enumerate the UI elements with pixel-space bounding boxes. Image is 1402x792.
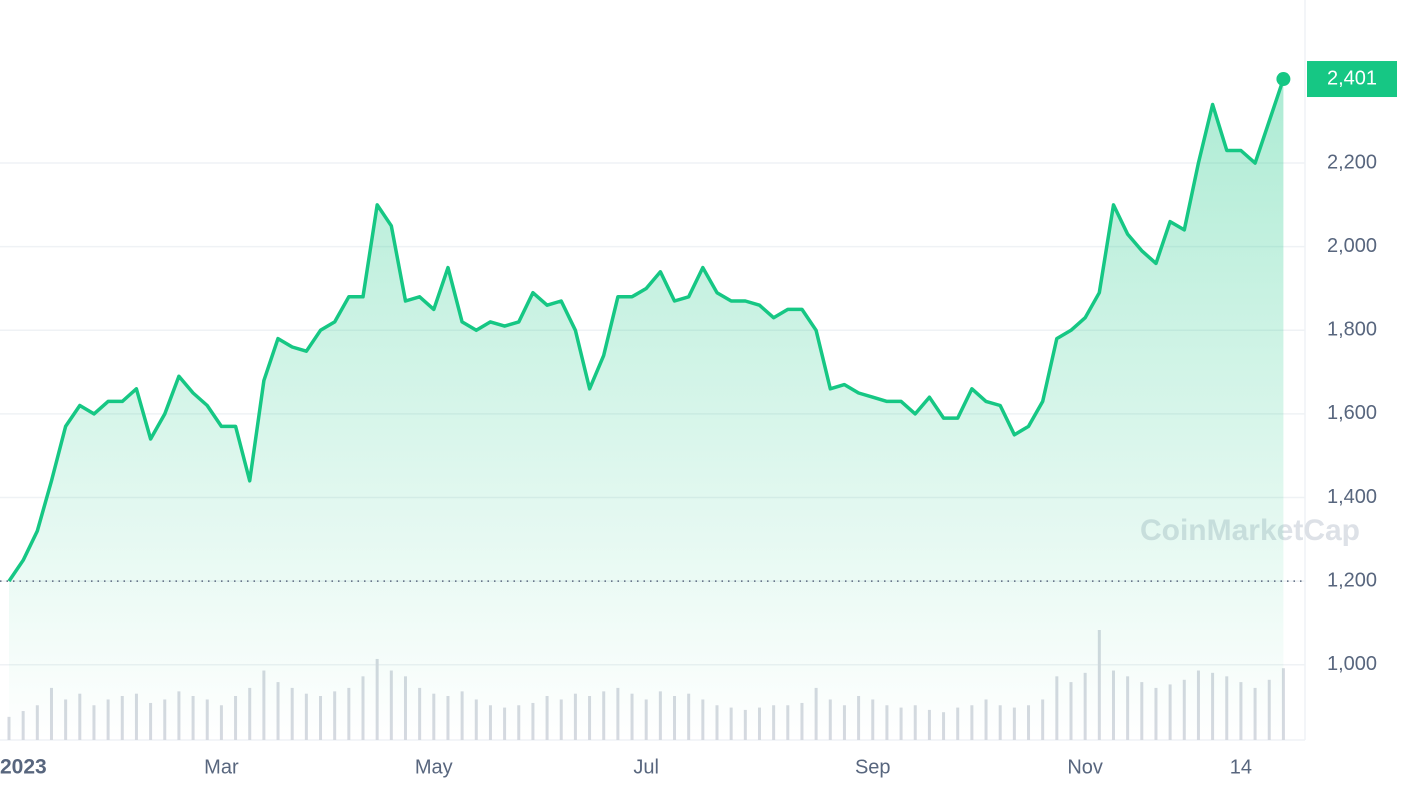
area (9, 79, 1284, 740)
x-tick-label: May (415, 756, 453, 778)
y-tick-label: 1,600 (1327, 402, 1377, 424)
price-line (7, 78, 1286, 583)
y-tick-label: 1,800 (1327, 319, 1377, 341)
y-tick-label: 1,400 (1327, 486, 1377, 508)
last-value-badge (1307, 61, 1397, 98)
y-tick-label: 1,000 (1327, 653, 1377, 675)
last-point (1276, 72, 1291, 87)
x-tick-label: Jul (633, 756, 659, 778)
x-tick-label: Nov (1067, 756, 1103, 778)
y-tick-label: 2,000 (1327, 235, 1377, 257)
last-value-label: 2,401 (1327, 67, 1377, 89)
x-tick-label: 14 (1230, 756, 1252, 778)
y-tick-label: 2,200 (1327, 151, 1377, 173)
x-tick-label: Sep (855, 756, 891, 778)
x-tick-label: 2023 (0, 756, 47, 779)
x-tick-label: Mar (204, 756, 239, 778)
y-tick-label: 1,200 (1327, 569, 1377, 591)
